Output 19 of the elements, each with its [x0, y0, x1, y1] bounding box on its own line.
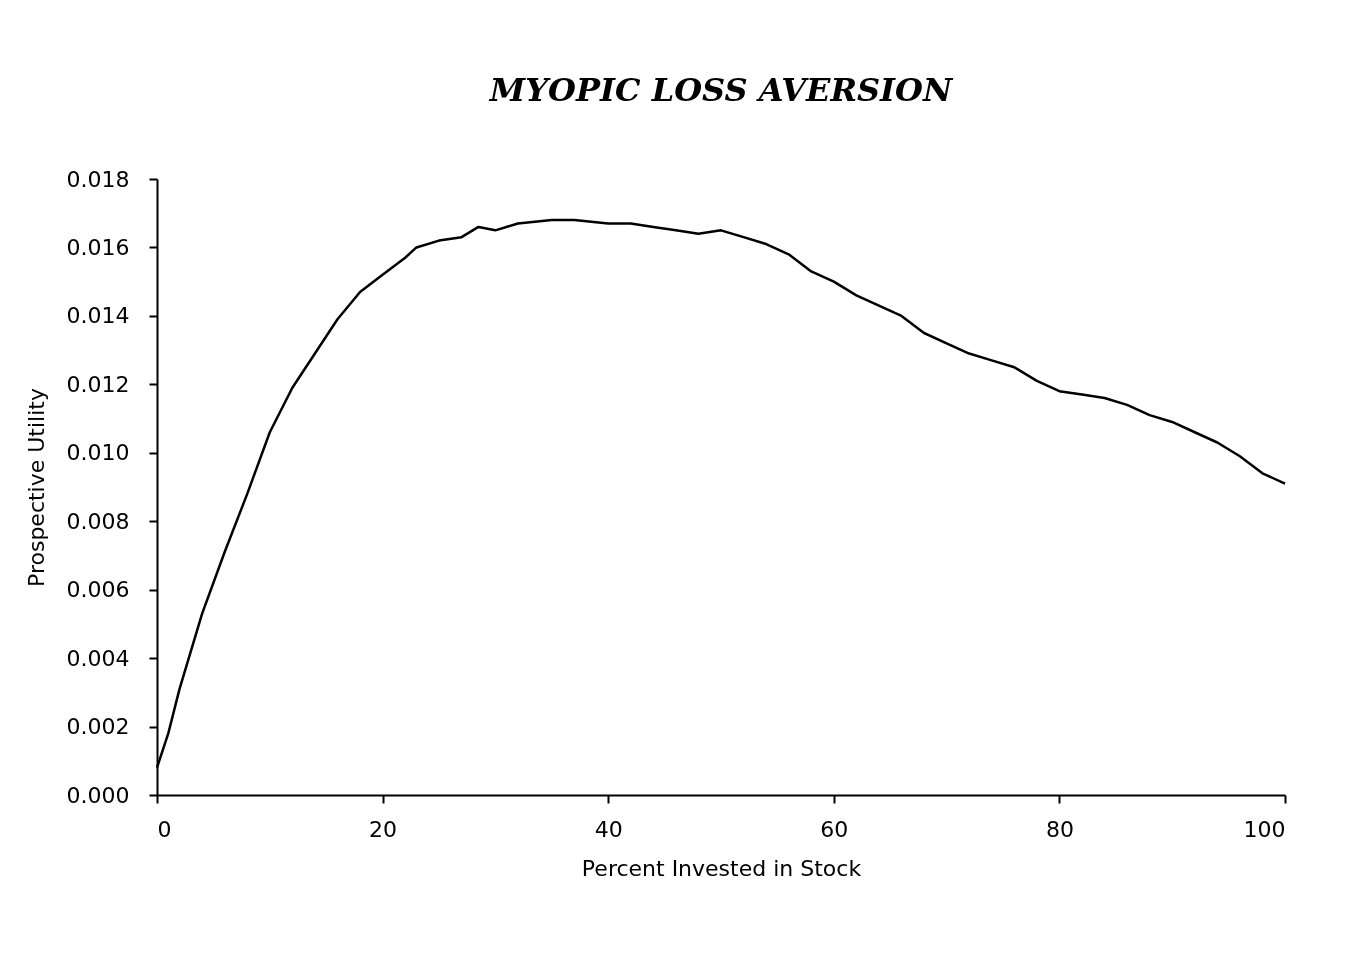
y-axis-title: Prospective Utility [23, 388, 49, 587]
x-tick-label: 100 [1243, 816, 1286, 842]
y-tick-label: 0.004 [66, 645, 130, 671]
y-tick-label: 0.016 [66, 234, 130, 260]
y-tick-label: 0.014 [66, 303, 130, 329]
y-tick-label: 0.010 [66, 440, 130, 466]
x-tick-label: 0 [157, 816, 172, 842]
y-tick-label: 0.006 [66, 577, 130, 603]
y-tick-label: 0.000 [66, 782, 130, 808]
x-tick-label: 40 [594, 816, 623, 842]
x-tick-label: 80 [1045, 816, 1074, 842]
x-tick-label: 20 [369, 816, 398, 842]
x-tick-label: 60 [820, 816, 849, 842]
chart-title: MYOPIC LOSS AVERSION [488, 71, 954, 109]
y-tick-label: 0.002 [66, 714, 130, 740]
y-tick-label: 0.018 [66, 166, 130, 192]
x-axis-title: Percent Invested in Stock [581, 855, 862, 881]
y-tick-label: 0.012 [66, 371, 130, 397]
y-tick-label: 0.008 [66, 508, 130, 534]
